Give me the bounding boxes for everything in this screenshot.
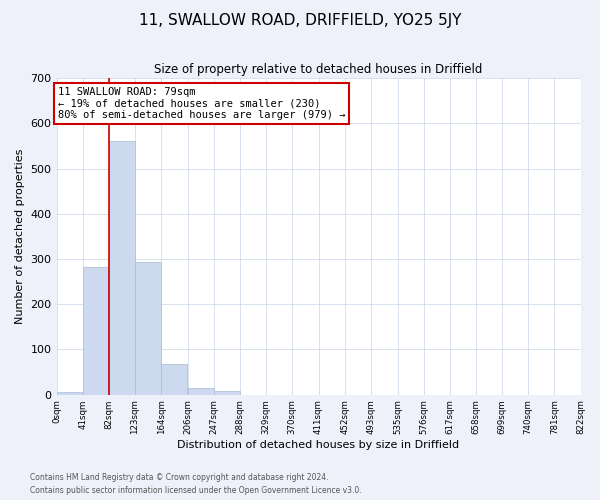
Text: 11 SWALLOW ROAD: 79sqm
← 19% of detached houses are smaller (230)
80% of semi-de: 11 SWALLOW ROAD: 79sqm ← 19% of detached… — [58, 87, 346, 120]
Text: 11, SWALLOW ROAD, DRIFFIELD, YO25 5JY: 11, SWALLOW ROAD, DRIFFIELD, YO25 5JY — [139, 12, 461, 28]
Bar — [135, 262, 161, 394]
Y-axis label: Number of detached properties: Number of detached properties — [15, 148, 25, 324]
Bar — [83, 267, 109, 394]
Bar — [109, 142, 134, 394]
Bar — [57, 392, 82, 394]
Bar — [161, 364, 187, 394]
X-axis label: Distribution of detached houses by size in Driffield: Distribution of detached houses by size … — [178, 440, 460, 450]
Text: Contains HM Land Registry data © Crown copyright and database right 2024.
Contai: Contains HM Land Registry data © Crown c… — [30, 474, 362, 495]
Bar — [214, 390, 240, 394]
Title: Size of property relative to detached houses in Driffield: Size of property relative to detached ho… — [154, 62, 483, 76]
Bar — [188, 388, 214, 394]
